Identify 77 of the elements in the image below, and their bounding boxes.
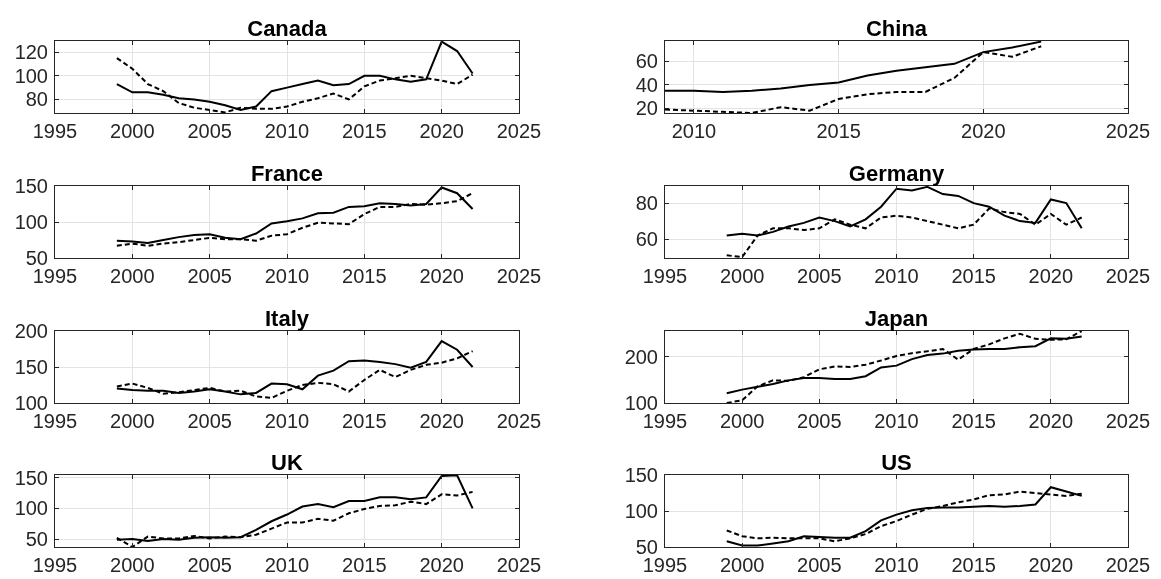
chart-title: UK <box>271 450 303 476</box>
x-tick-label: 2025 <box>1105 120 1151 142</box>
x-tick-label: 2010 <box>874 554 919 577</box>
x-tick-label: 2025 <box>496 554 542 577</box>
x-tick-label: 2025 <box>1105 264 1151 287</box>
y-tick-label: 100 <box>624 500 658 523</box>
x-tick-label: 2015 <box>342 264 387 287</box>
y-tick-label: 150 <box>624 464 658 487</box>
x-tick-label: 2000 <box>110 120 155 142</box>
x-tick-label: 2015 <box>342 120 387 142</box>
x-tick-label: 1995 <box>32 554 78 577</box>
y-tick-label: 150 <box>14 467 48 490</box>
x-tick-label: 2005 <box>187 120 232 142</box>
y-tick-label: 200 <box>624 345 658 368</box>
x-tick-label: 2005 <box>797 264 842 287</box>
y-tick-label: 40 <box>635 73 658 96</box>
x-tick-label: 2015 <box>342 554 387 577</box>
x-tick-label: 2010 <box>264 409 310 432</box>
x-tick-label: 2015 <box>951 554 996 577</box>
x-tick-label: 2015 <box>951 264 996 287</box>
x-tick-label: 2000 <box>719 409 765 432</box>
x-tick-label: 2000 <box>110 554 155 577</box>
y-tick-label: 20 <box>635 97 658 120</box>
x-tick-label: 2000 <box>719 554 765 577</box>
x-tick-label: 2005 <box>187 554 232 577</box>
x-tick-label: 2020 <box>1028 554 1074 577</box>
line-series <box>665 45 1043 113</box>
x-tick-label: 2005 <box>797 409 842 432</box>
chart-title: China <box>865 16 928 41</box>
chart-title: France <box>250 160 324 186</box>
x-tick-label: 2010 <box>671 120 717 142</box>
x-tick-label: 2005 <box>187 264 232 287</box>
x-tick-label: 2005 <box>797 554 842 577</box>
y-tick-label: 120 <box>14 41 48 64</box>
x-tick-label: 2010 <box>874 409 919 432</box>
chart-title: Germany <box>848 160 945 186</box>
x-tick-label: 2015 <box>951 409 996 432</box>
x-tick-label: 2010 <box>264 264 310 287</box>
x-tick-label: 2015 <box>816 120 861 142</box>
line-series <box>725 330 1083 403</box>
y-tick-label: 200 <box>14 319 48 342</box>
y-tick-label: 150 <box>14 174 48 197</box>
x-tick-label: 1995 <box>642 264 688 287</box>
x-tick-label: 2025 <box>1105 409 1151 432</box>
x-tick-label: 2000 <box>110 264 155 287</box>
x-tick-label: 2020 <box>1028 409 1074 432</box>
x-tick-label: 2025 <box>496 409 542 432</box>
y-tick-label: 100 <box>14 64 48 87</box>
x-tick-label: 2010 <box>874 264 919 287</box>
y-tick-label: 80 <box>25 88 48 111</box>
x-tick-label: 2020 <box>419 554 464 577</box>
x-tick-label: 2025 <box>496 264 542 287</box>
x-tick-label: 2015 <box>342 409 387 432</box>
x-tick-label: 2000 <box>110 409 155 432</box>
y-tick-label: 60 <box>635 50 658 73</box>
x-tick-label: 2000 <box>719 264 765 287</box>
y-tick-label: 100 <box>14 497 48 520</box>
x-tick-label: 2025 <box>1105 554 1151 577</box>
x-tick-label: 2020 <box>1028 264 1074 287</box>
x-tick-label: 2020 <box>419 120 464 142</box>
y-tick-label: 150 <box>14 355 48 378</box>
chart-title: Japan <box>864 305 929 331</box>
x-tick-label: 2005 <box>187 409 232 432</box>
chart-title: Italy <box>264 305 310 331</box>
x-tick-label: 2025 <box>496 120 542 142</box>
y-tick-label: 100 <box>14 210 48 233</box>
chart-title: Canada <box>247 16 328 41</box>
x-tick-label: 2010 <box>264 120 310 142</box>
x-tick-label: 2020 <box>419 264 464 287</box>
x-tick-label: 2010 <box>264 554 310 577</box>
y-tick-label: 60 <box>635 227 658 250</box>
chart-title: US <box>881 450 912 476</box>
y-tick-label: 50 <box>25 528 48 551</box>
y-tick-label: 80 <box>635 191 658 214</box>
x-tick-label: 2020 <box>419 409 464 432</box>
x-tick-label: 1995 <box>32 120 78 142</box>
x-tick-label: 2020 <box>961 120 1006 142</box>
